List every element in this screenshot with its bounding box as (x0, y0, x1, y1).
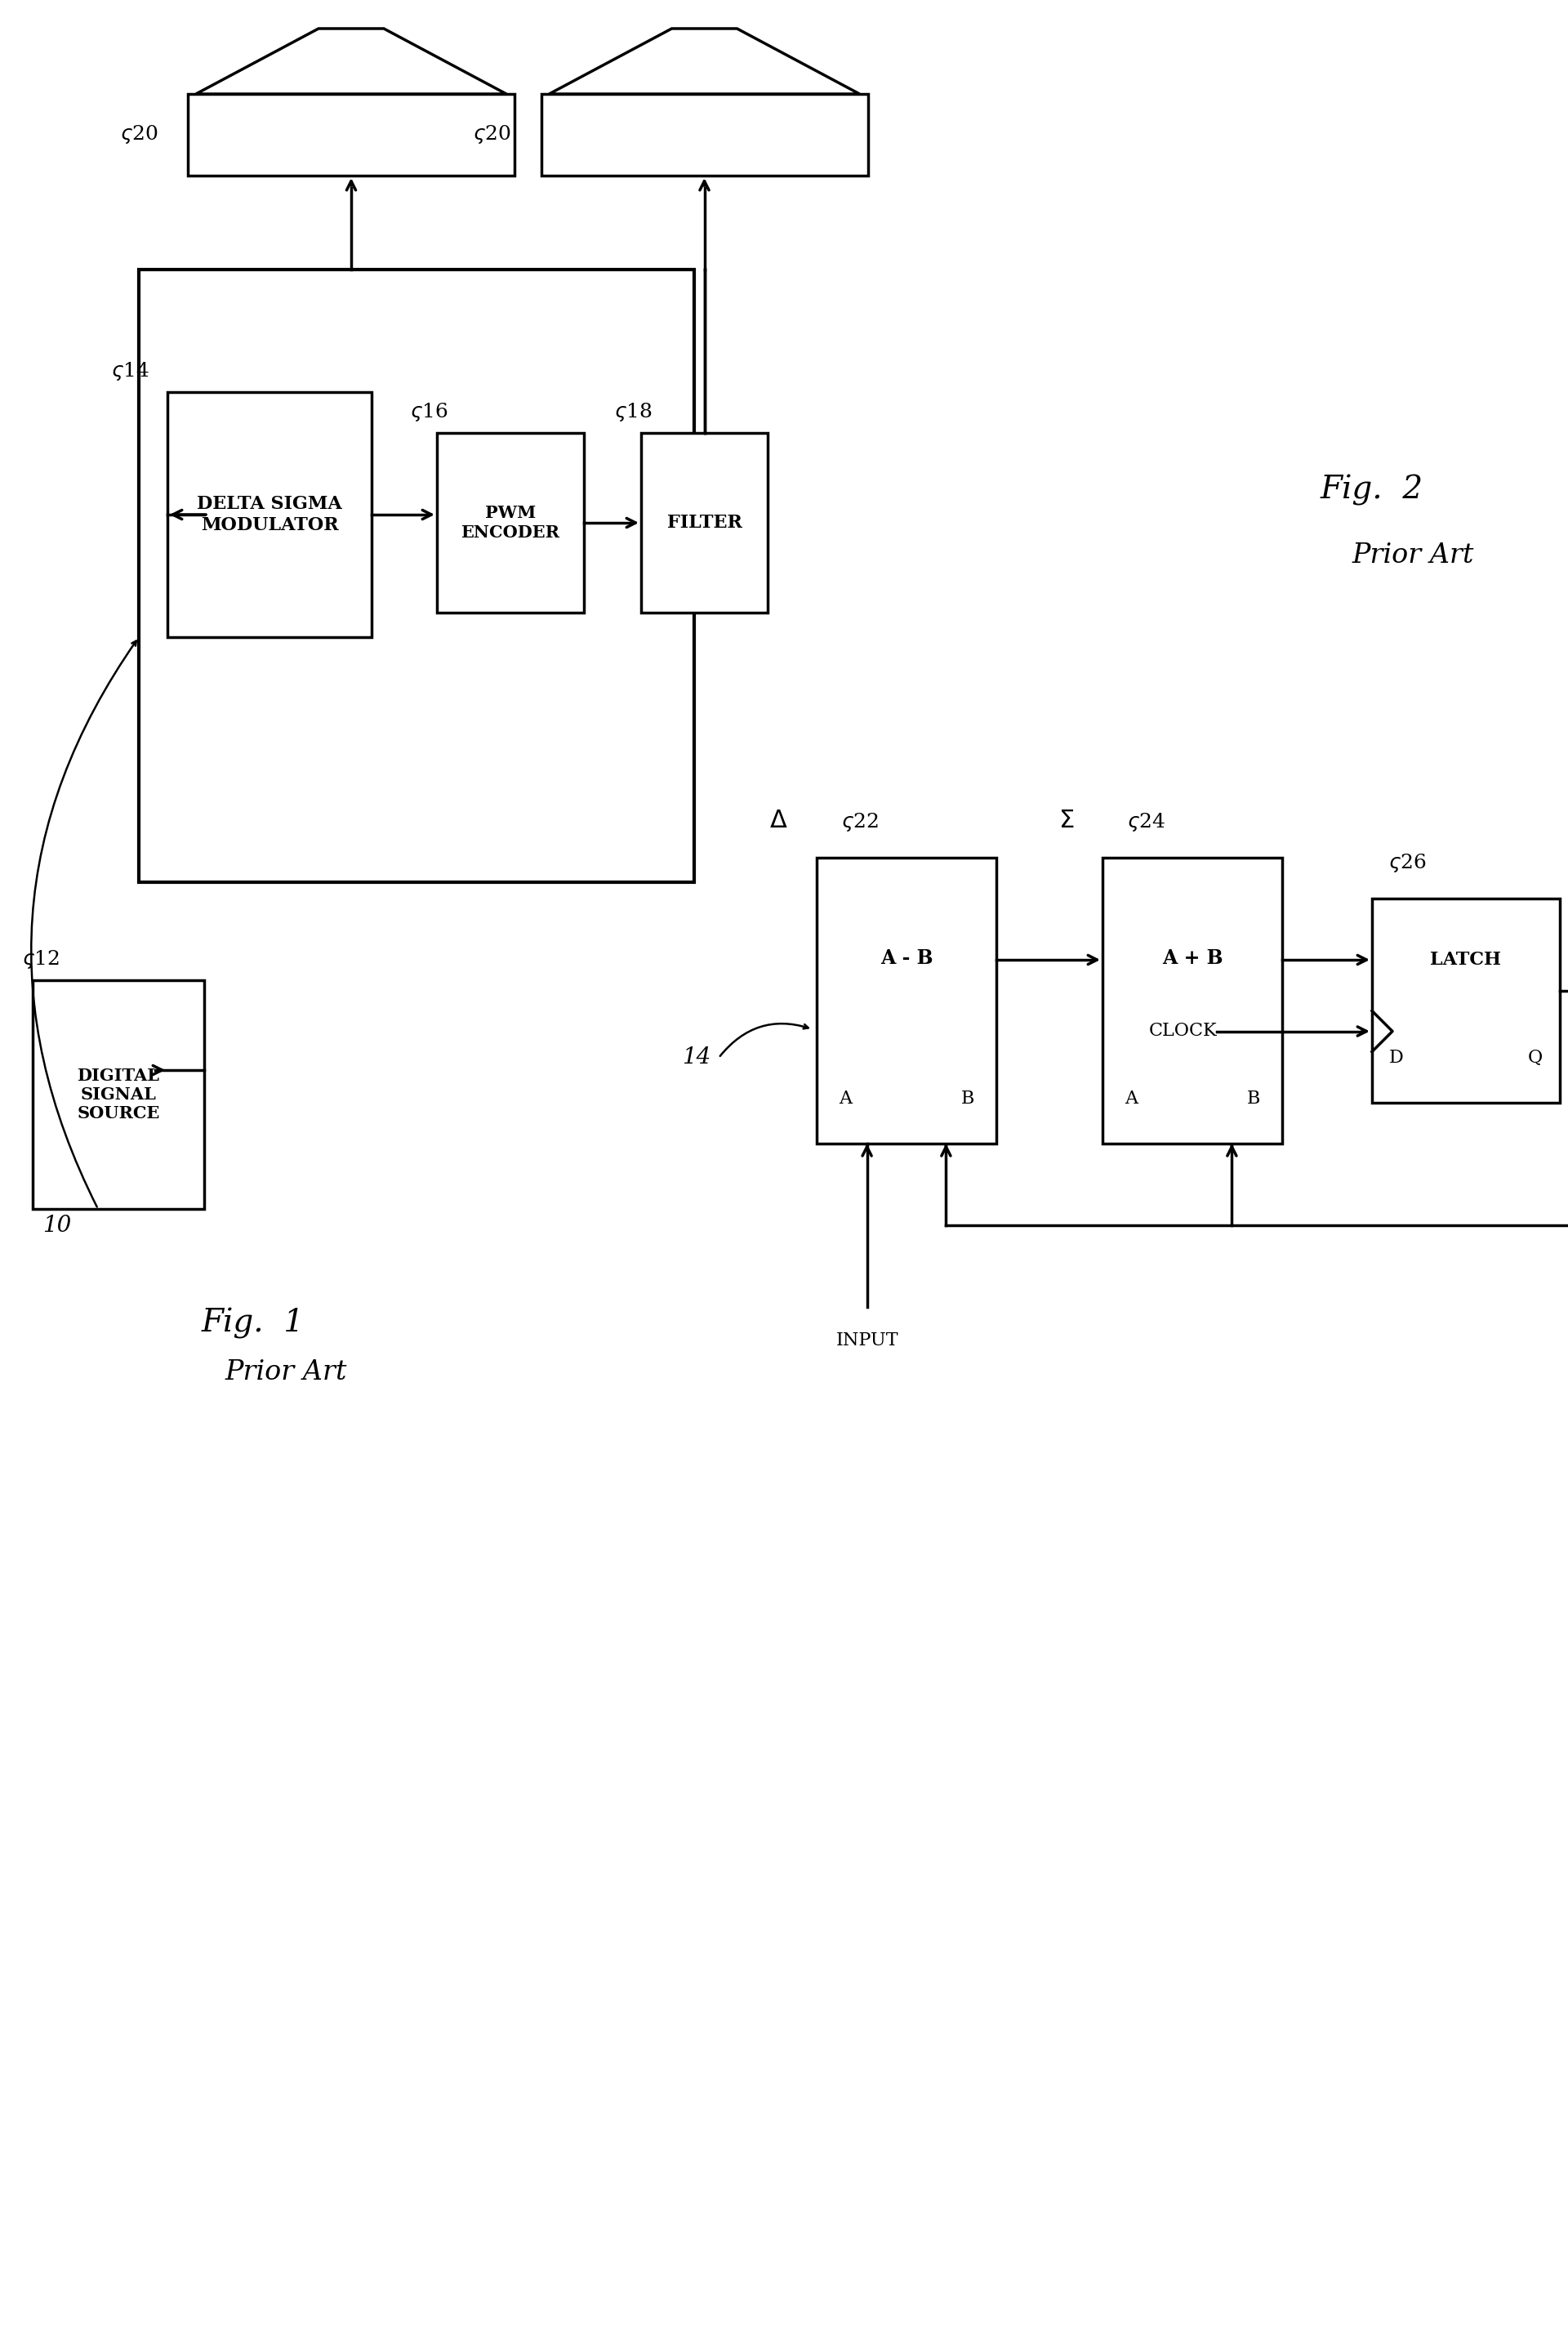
Polygon shape (817, 859, 996, 1143)
Text: PWM
ENCODER: PWM ENCODER (461, 504, 560, 540)
Text: $\varsigma$24: $\varsigma$24 (1127, 812, 1165, 833)
Text: $\varsigma$12: $\varsigma$12 (22, 948, 60, 971)
Text: FILTER: FILTER (666, 514, 742, 533)
Text: A + B: A + B (1162, 948, 1223, 967)
Text: DIGITAL
SIGNAL
SOURCE: DIGITAL SIGNAL SOURCE (77, 1067, 160, 1121)
Polygon shape (33, 981, 204, 1208)
Text: A - B: A - B (880, 948, 933, 967)
Text: LATCH: LATCH (1430, 950, 1502, 969)
Text: $\Sigma$: $\Sigma$ (1058, 807, 1074, 833)
Text: CLOCK: CLOCK (1148, 1023, 1217, 1039)
Text: B: B (961, 1089, 974, 1107)
Text: Prior Art: Prior Art (224, 1358, 347, 1386)
Polygon shape (541, 94, 867, 176)
Text: $\Delta$: $\Delta$ (770, 807, 789, 833)
Text: 14: 14 (682, 1046, 710, 1070)
Text: $\varsigma$26: $\varsigma$26 (1388, 852, 1427, 875)
Text: INPUT: INPUT (836, 1333, 898, 1349)
Polygon shape (641, 434, 768, 612)
Text: $\varsigma$14: $\varsigma$14 (111, 361, 151, 382)
Text: D: D (1389, 1049, 1403, 1067)
Text: A: A (839, 1089, 851, 1107)
Polygon shape (549, 28, 859, 94)
Text: $\varsigma$20: $\varsigma$20 (119, 124, 158, 145)
Polygon shape (1102, 859, 1283, 1143)
Text: $\varsigma$22: $\varsigma$22 (840, 812, 878, 833)
Text: Q: Q (1527, 1049, 1543, 1067)
Text: $\varsigma$16: $\varsigma$16 (409, 401, 448, 425)
Text: A: A (1124, 1089, 1138, 1107)
Text: $\varsigma$18: $\varsigma$18 (613, 401, 652, 425)
Text: B: B (1247, 1089, 1261, 1107)
Text: 10: 10 (42, 1215, 72, 1236)
Text: Fig.  1: Fig. 1 (202, 1307, 304, 1340)
Polygon shape (168, 392, 372, 638)
Polygon shape (196, 28, 506, 94)
Text: $\varsigma$20: $\varsigma$20 (474, 124, 511, 145)
Polygon shape (437, 434, 583, 612)
Text: Prior Art: Prior Art (1352, 542, 1474, 568)
Text: Fig.  2: Fig. 2 (1320, 474, 1424, 507)
Polygon shape (140, 270, 695, 882)
Polygon shape (188, 94, 514, 176)
Text: DELTA SIGMA
MODULATOR: DELTA SIGMA MODULATOR (198, 495, 342, 535)
Polygon shape (1372, 899, 1560, 1103)
